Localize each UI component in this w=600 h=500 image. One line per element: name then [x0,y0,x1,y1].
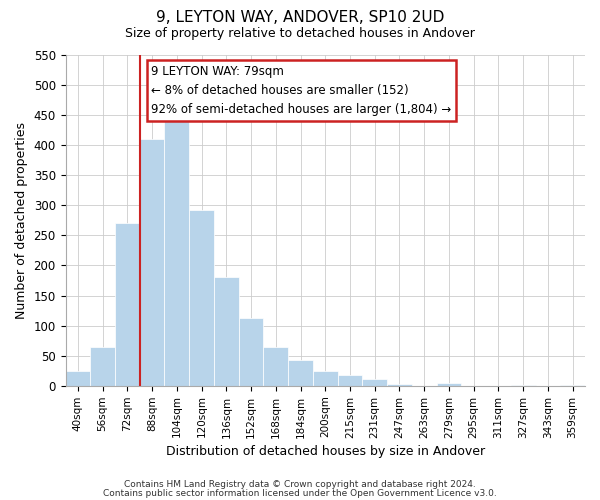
Text: 9, LEYTON WAY, ANDOVER, SP10 2UD: 9, LEYTON WAY, ANDOVER, SP10 2UD [156,10,444,25]
Bar [90,346,115,386]
Bar [140,139,164,386]
Bar [387,384,412,386]
Bar [164,112,189,386]
X-axis label: Distribution of detached houses by size in Andover: Distribution of detached houses by size … [166,444,485,458]
Bar [560,384,585,386]
Bar [263,346,288,386]
Bar [313,370,338,386]
Bar [511,384,536,386]
Bar [239,318,263,386]
Bar [437,382,461,386]
Bar [65,370,90,386]
Text: Size of property relative to detached houses in Andover: Size of property relative to detached ho… [125,28,475,40]
Y-axis label: Number of detached properties: Number of detached properties [15,122,28,319]
Bar [362,379,387,386]
Bar [189,210,214,386]
Text: Contains public sector information licensed under the Open Government Licence v3: Contains public sector information licen… [103,490,497,498]
Bar [214,278,239,386]
Bar [338,376,362,386]
Bar [115,224,140,386]
Text: 9 LEYTON WAY: 79sqm
← 8% of detached houses are smaller (152)
92% of semi-detach: 9 LEYTON WAY: 79sqm ← 8% of detached hou… [151,65,451,116]
Text: Contains HM Land Registry data © Crown copyright and database right 2024.: Contains HM Land Registry data © Crown c… [124,480,476,489]
Bar [288,360,313,386]
